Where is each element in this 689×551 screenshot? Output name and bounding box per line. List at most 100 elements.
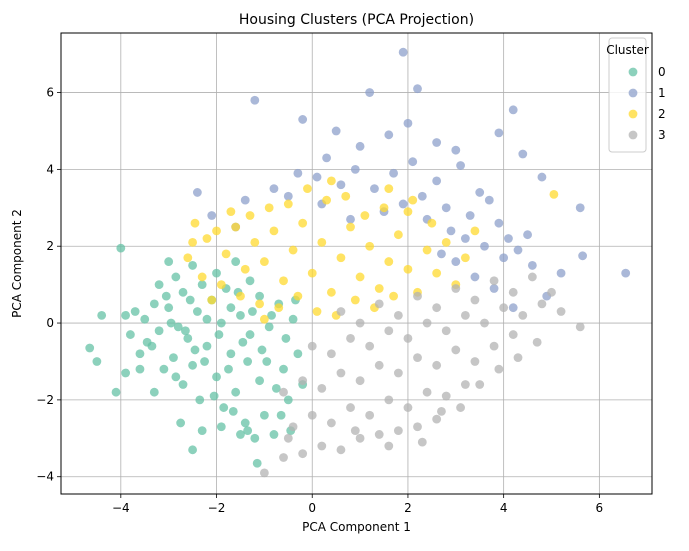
- point-cluster-3: [532, 337, 542, 347]
- y-tick-label: 0: [46, 316, 54, 330]
- point-cluster-3: [494, 364, 504, 374]
- point-cluster-0: [243, 357, 253, 366]
- point-cluster-0: [226, 349, 236, 359]
- point-cluster-1: [298, 115, 308, 124]
- point-cluster-0: [164, 303, 174, 313]
- point-cluster-3: [365, 410, 375, 420]
- point-cluster-2: [460, 253, 470, 263]
- point-cluster-2: [207, 295, 217, 305]
- point-cluster-3: [393, 426, 403, 436]
- point-cluster-3: [556, 307, 566, 316]
- point-cluster-3: [288, 422, 298, 432]
- point-cluster-0: [149, 299, 159, 309]
- point-cluster-1: [331, 126, 341, 136]
- point-cluster-2: [365, 241, 375, 251]
- point-cluster-0: [116, 243, 126, 253]
- point-cluster-0: [240, 418, 250, 428]
- point-cluster-3: [489, 276, 499, 286]
- point-cluster-1: [384, 130, 394, 140]
- point-cluster-1: [494, 128, 504, 138]
- point-cluster-2: [221, 249, 231, 259]
- point-cluster-3: [317, 441, 327, 451]
- point-cluster-0: [183, 334, 193, 343]
- point-cluster-1: [403, 118, 413, 128]
- point-cluster-2: [236, 291, 245, 301]
- point-cluster-1: [398, 47, 408, 57]
- point-cluster-3: [374, 430, 384, 439]
- point-cluster-0: [200, 357, 209, 366]
- y-tick-label: 6: [46, 86, 54, 100]
- point-cluster-2: [549, 189, 559, 199]
- legend-marker-0: [628, 67, 638, 77]
- point-cluster-3: [384, 395, 394, 405]
- point-cluster-3: [470, 357, 480, 366]
- point-cluster-1: [250, 95, 260, 105]
- point-cluster-3: [346, 334, 355, 343]
- point-cluster-1: [537, 172, 547, 182]
- point-cluster-3: [508, 330, 518, 339]
- point-cluster-1: [408, 157, 418, 167]
- point-cluster-1: [192, 188, 202, 197]
- point-cluster-0: [85, 343, 95, 353]
- point-cluster-0: [219, 403, 229, 412]
- point-cluster-0: [264, 322, 274, 332]
- point-cluster-3: [417, 437, 427, 447]
- point-cluster-1: [575, 203, 585, 213]
- point-cluster-3: [336, 445, 346, 455]
- point-cluster-3: [451, 345, 461, 355]
- point-cluster-0: [288, 314, 298, 324]
- point-cluster-0: [209, 391, 219, 401]
- point-cluster-1: [446, 226, 456, 236]
- legend-marker-3: [628, 130, 638, 140]
- point-cluster-0: [283, 395, 293, 405]
- point-cluster-2: [379, 203, 389, 213]
- point-cluster-3: [441, 326, 451, 336]
- point-cluster-3: [508, 287, 518, 297]
- point-cluster-3: [336, 368, 346, 378]
- point-cluster-0: [92, 357, 102, 366]
- point-cluster-0: [192, 307, 202, 316]
- point-cluster-1: [504, 234, 513, 243]
- point-cluster-3: [384, 441, 394, 451]
- point-cluster-0: [257, 345, 267, 355]
- point-cluster-2: [255, 299, 264, 309]
- point-cluster-3: [279, 387, 288, 397]
- point-cluster-0: [149, 387, 159, 397]
- point-cluster-3: [432, 303, 442, 313]
- point-cluster-3: [374, 360, 384, 370]
- point-cluster-2: [288, 245, 298, 255]
- point-cluster-1: [456, 161, 465, 170]
- point-cluster-2: [303, 184, 312, 193]
- point-cluster-1: [523, 230, 532, 240]
- point-cluster-1: [283, 191, 293, 201]
- point-cluster-3: [298, 449, 308, 459]
- point-cluster-3: [422, 318, 432, 328]
- point-cluster-2: [441, 237, 451, 247]
- point-cluster-0: [255, 291, 264, 301]
- point-cluster-1: [578, 251, 588, 261]
- point-cluster-1: [451, 257, 461, 266]
- point-cluster-2: [326, 287, 336, 297]
- point-cluster-2: [274, 303, 284, 313]
- point-cluster-3: [527, 272, 537, 282]
- point-cluster-2: [259, 257, 269, 266]
- point-cluster-0: [214, 330, 224, 339]
- point-cluster-2: [226, 207, 236, 217]
- point-cluster-0: [125, 330, 135, 339]
- point-cluster-0: [159, 364, 169, 374]
- point-cluster-3: [460, 310, 470, 320]
- point-cluster-1: [293, 168, 303, 178]
- point-cluster-1: [398, 199, 408, 209]
- point-cluster-0: [166, 318, 176, 328]
- point-cluster-3: [441, 391, 451, 401]
- point-cluster-3: [403, 334, 413, 343]
- point-cluster-0: [226, 303, 236, 313]
- point-cluster-2: [355, 272, 365, 282]
- point-cluster-0: [181, 326, 190, 336]
- point-cluster-3: [317, 383, 327, 393]
- point-cluster-1: [346, 214, 355, 224]
- y-tick-label: −2: [36, 393, 54, 407]
- point-cluster-1: [350, 164, 360, 174]
- point-cluster-1: [355, 141, 365, 151]
- point-cluster-0: [111, 387, 121, 397]
